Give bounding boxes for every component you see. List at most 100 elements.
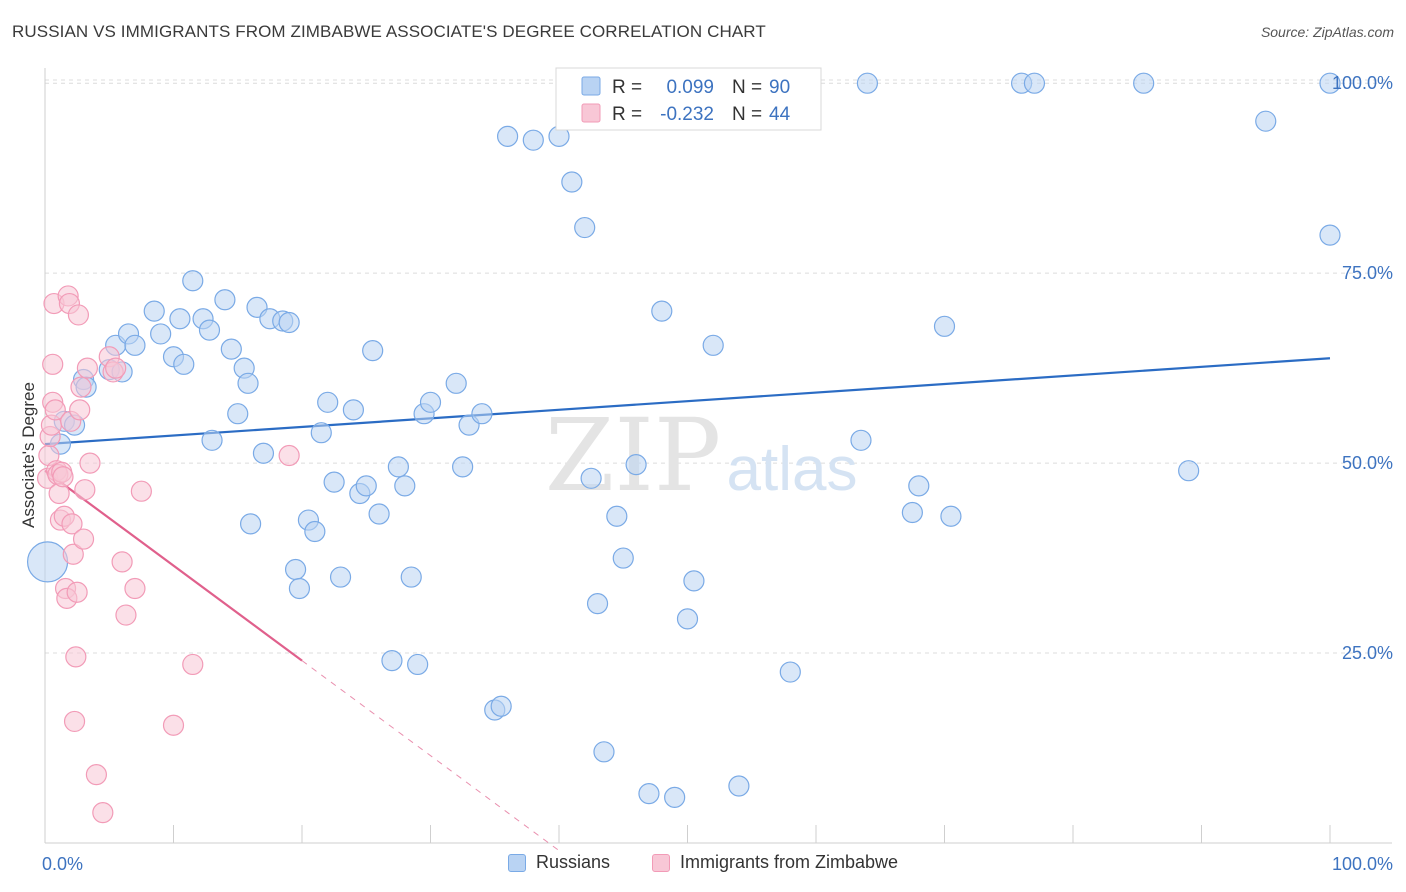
- point-russians: [394, 475, 416, 497]
- point-russians: [908, 475, 930, 497]
- stats-swatch-russians: [581, 76, 601, 96]
- point-russians: [278, 311, 300, 334]
- point-zimbabwe: [61, 513, 83, 535]
- point-russians: [368, 503, 390, 525]
- point-russians: [1319, 72, 1341, 94]
- legend-swatch-zimbabwe: [652, 853, 670, 872]
- stats-n-value: 90: [769, 77, 790, 98]
- point-russians: [586, 593, 609, 615]
- point-russians: [490, 695, 512, 717]
- chart-source: Source: ZipAtlas.com: [1260, 24, 1394, 40]
- point-zimbabwe: [182, 653, 204, 676]
- point-russians: [150, 323, 172, 345]
- point-russians: [606, 505, 628, 527]
- point-russians: [198, 319, 221, 341]
- point-russians: [850, 429, 872, 451]
- y-axis-title: Associate's Degree: [19, 382, 38, 528]
- point-russians: [227, 403, 249, 425]
- point-russians: [651, 300, 673, 322]
- point-zimbabwe: [115, 604, 137, 626]
- point-russians: [1178, 460, 1200, 482]
- point-zimbabwe: [72, 528, 95, 550]
- stats-n-label: N =: [732, 104, 762, 125]
- point-russians: [26, 541, 69, 583]
- point-zimbabwe: [62, 543, 84, 565]
- point-russians: [323, 471, 345, 493]
- watermark-atlas: atlas: [727, 435, 858, 504]
- point-zimbabwe: [111, 551, 133, 573]
- point-russians: [329, 566, 352, 588]
- legend-item-zimbabwe[interactable]: Immigrants from Zimbabwe: [652, 852, 898, 873]
- point-russians: [452, 456, 474, 478]
- stats-r-label: R =: [612, 77, 642, 98]
- point-zimbabwe: [63, 710, 86, 733]
- point-russians: [387, 456, 409, 478]
- point-russians: [284, 558, 307, 581]
- chart-title: RUSSIAN VS IMMIGRANTS FROM ZIMBABWE ASSO…: [12, 22, 766, 41]
- stats-swatch-zimbabwe: [581, 103, 601, 123]
- trend-line-zimbabwe-extension: [301, 660, 560, 852]
- point-russians: [214, 289, 236, 311]
- data-points: [26, 72, 1341, 824]
- point-russians: [940, 505, 962, 527]
- y-tick-label: 100.0%: [1332, 73, 1393, 93]
- point-russians: [612, 547, 634, 569]
- x-tick-label-min: 0.0%: [42, 854, 83, 874]
- point-russians: [901, 501, 923, 524]
- point-russians: [728, 775, 750, 797]
- point-russians: [445, 372, 467, 394]
- trend-line-russians: [44, 357, 1331, 446]
- legend-item-russians[interactable]: Russians: [508, 852, 610, 873]
- stats-r-value: 0.099: [666, 77, 714, 98]
- point-russians: [400, 566, 422, 588]
- point-zimbabwe: [76, 357, 99, 379]
- y-tick-label: 50.0%: [1342, 453, 1393, 473]
- point-russians: [288, 577, 311, 600]
- trend-lines: [44, 357, 1331, 852]
- point-zimbabwe: [105, 357, 127, 379]
- point-russians: [362, 340, 384, 362]
- point-russians: [304, 520, 326, 543]
- point-russians: [169, 308, 191, 330]
- stats-legend: R = 0.099 N = 90 R = -0.232 N = 44: [555, 67, 822, 131]
- point-russians: [574, 216, 596, 239]
- point-russians: [317, 391, 339, 413]
- point-russians: [240, 513, 262, 535]
- point-zimbabwe: [66, 581, 88, 603]
- series-legend: Russians Immigrants from Zimbabwe: [0, 852, 1406, 878]
- point-russians: [182, 270, 204, 292]
- point-russians: [124, 334, 146, 356]
- point-russians: [381, 650, 403, 672]
- point-russians: [173, 353, 195, 375]
- point-zimbabwe: [52, 466, 74, 488]
- point-russians: [702, 334, 724, 356]
- point-russians: [419, 391, 442, 413]
- stats-r-label: R =: [612, 104, 642, 125]
- point-russians: [779, 661, 801, 683]
- point-russians: [237, 372, 259, 394]
- point-russians: [522, 129, 544, 151]
- point-russians: [1133, 72, 1155, 94]
- point-zimbabwe: [74, 479, 96, 501]
- point-russians: [342, 399, 364, 421]
- point-russians: [593, 741, 615, 763]
- point-zimbabwe: [44, 399, 66, 421]
- point-zimbabwe: [162, 714, 185, 736]
- legend-label-russians: Russians: [536, 852, 611, 872]
- point-russians: [497, 125, 519, 147]
- y-tick-label: 25.0%: [1342, 643, 1393, 663]
- trend-line-zimbabwe: [44, 469, 303, 662]
- point-russians: [143, 300, 165, 322]
- stats-r-value: -0.232: [660, 104, 714, 125]
- point-zimbabwe: [42, 353, 64, 375]
- point-russians: [683, 570, 705, 592]
- point-russians: [471, 403, 493, 425]
- point-russians: [1319, 224, 1341, 246]
- point-zimbabwe: [70, 376, 92, 398]
- point-zimbabwe: [85, 764, 108, 786]
- legend-swatch-russians: [508, 853, 526, 872]
- point-russians: [407, 653, 429, 676]
- point-russians: [625, 454, 647, 476]
- point-russians: [355, 475, 377, 497]
